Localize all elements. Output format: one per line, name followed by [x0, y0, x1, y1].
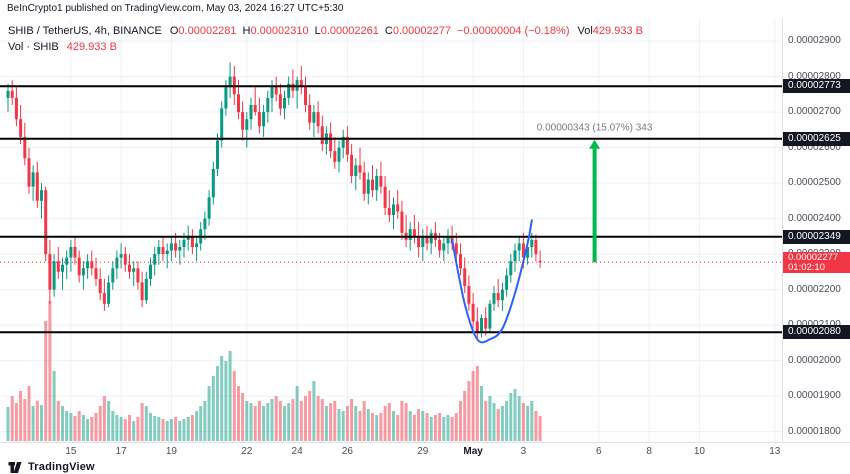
price-tick-label: 0.00002400	[788, 212, 841, 224]
price-tick-label: 0.00002200	[788, 283, 841, 295]
time-tick-label: 3	[520, 446, 527, 457]
footer: TradingView	[0, 460, 850, 474]
level-price-badge: 0.00002625	[783, 131, 850, 146]
volume-indicator-value: 429.933 B	[66, 41, 117, 53]
volume-bars	[6, 301, 542, 441]
measure-arrow[interactable]: 0.00000343 (15.07%) 343	[537, 123, 653, 263]
price-tick-label: 0.00002800	[788, 70, 841, 82]
high-value: 0.00002310	[250, 25, 309, 37]
symbol-title[interactable]: SHIB / TetherUS, 4h, BINANCE	[8, 25, 162, 37]
time-tick-label: 10	[693, 446, 705, 457]
tradingview-wordmark[interactable]: TradingView	[28, 461, 95, 473]
close-label: C	[384, 25, 393, 37]
price-tick-label: 0.00002900	[788, 35, 841, 47]
time-tick-label: 6	[596, 446, 602, 457]
time-tick-label: 26	[341, 446, 353, 457]
time-tick-label: 8	[646, 446, 652, 457]
support-resistance-lines	[0, 85, 782, 334]
last-price-value: 0.00002277	[788, 252, 839, 264]
close-value: 0.00002277	[392, 25, 451, 37]
rounded-bottom-curve[interactable]	[451, 219, 533, 344]
price-tick-label: 0.00002700	[788, 106, 841, 118]
price-tick-label: 0.00002000	[788, 354, 841, 366]
last-price-countdown: 01:02:10	[788, 262, 825, 274]
volume-indicator-label[interactable]: Vol · SHIB	[8, 41, 59, 53]
time-tick-label: 17	[115, 446, 127, 457]
grid-lines	[0, 18, 782, 442]
level-price-badge: 0.00002080	[783, 325, 850, 340]
tradingview-logo-icon[interactable]	[8, 461, 23, 473]
time-tick-label: 19	[165, 446, 177, 457]
legend-row-volume-indicator[interactable]: Vol · SHIB 429.933 B	[8, 39, 649, 55]
price-tick-label: 0.00001900	[788, 390, 841, 402]
level-price-badge: 0.00002349	[783, 229, 850, 244]
legend-row-main: SHIB / TetherUS, 4h, BINANCE O 0.00002281…	[8, 23, 649, 39]
price-tick-label: 0.00002100	[788, 320, 841, 330]
low-value: 0.00002261	[320, 25, 379, 37]
last-price-badge: 0.00002277 01:02:10	[783, 252, 850, 274]
open-value: 0.00002281	[178, 25, 237, 37]
volume-value: 429.933 B	[592, 25, 643, 37]
chart-pane[interactable]: 0.00000343 (15.07%) 343	[0, 18, 782, 442]
price-axis[interactable]: 0.00002277 01:02:10 0.00002900 0.00002800…	[782, 18, 850, 442]
change-value: −0.00000004 (−0.18%)	[456, 25, 570, 37]
low-label: L	[314, 25, 321, 37]
level-price-badge: 0.00002773	[783, 79, 850, 94]
volume-label: Vol	[577, 25, 593, 37]
open-label: O	[169, 25, 179, 37]
time-tick-label: 22	[241, 446, 253, 457]
time-tick-label: 29	[417, 446, 429, 457]
price-tick-label: 0.00001800	[788, 425, 841, 437]
time-tick-label: 24	[291, 446, 303, 457]
attribution-text: BeInCrypto1 published on TradingView.com…	[0, 0, 850, 18]
price-tick-label: 0.00002500	[788, 177, 841, 189]
candles	[6, 62, 542, 340]
measure-label: 0.00000343 (15.07%) 343	[537, 123, 653, 134]
chart-canvas[interactable]: 0.00000343 (15.07%) 343	[0, 18, 782, 442]
symbol-legend[interactable]: SHIB / TetherUS, 4h, BINANCE O 0.00002281…	[8, 23, 649, 55]
time-tick-label: 15	[65, 446, 77, 457]
time-axis[interactable]: 15 17 19 22 24 26 29 May 3 6 8 10 13	[0, 442, 850, 460]
price-tick-label: 0.00002600	[788, 141, 841, 153]
high-label: H	[242, 25, 251, 37]
time-tick-label: May	[463, 446, 483, 457]
time-tick-label: 13	[769, 446, 781, 457]
